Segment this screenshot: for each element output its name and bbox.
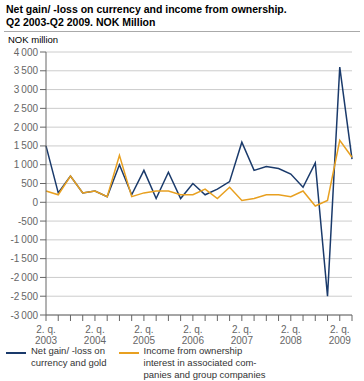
svg-text:-500: -500 — [18, 216, 38, 227]
svg-text:3 000: 3 000 — [14, 84, 39, 95]
svg-text:2 000: 2 000 — [14, 122, 39, 133]
svg-text:1 500: 1 500 — [14, 140, 39, 151]
svg-text:2 500: 2 500 — [14, 103, 39, 114]
svg-text:-1 000: -1 000 — [10, 234, 38, 245]
svg-text:2. q.2006: 2. q.2006 — [182, 324, 205, 346]
html-text:Net gain/ -loss on currency an: Net gain/ -loss on currency and gold — [31, 345, 107, 368]
svg-text:1 000: 1 000 — [14, 159, 39, 170]
svg-text:2. q.2008: 2. q.2008 — [280, 324, 303, 346]
svg-text:2. q.2003: 2. q.2003 — [35, 324, 58, 346]
svg-text:2. q.2005: 2. q.2005 — [133, 324, 156, 346]
svg-text:-3 000: -3 000 — [10, 310, 38, 321]
html-text:Q2 2003-Q2 2009. NOK Million: Q2 2003-Q2 2009. NOK Million — [6, 16, 156, 28]
svg-text:2. q.2004: 2. q.2004 — [84, 324, 107, 346]
svg-text:4 000: 4 000 — [14, 47, 39, 58]
svg-text:3 500: 3 500 — [14, 65, 39, 76]
html-text:NOK million: NOK million — [8, 34, 59, 45]
svg-text:2. q.2007: 2. q.2007 — [231, 324, 254, 346]
svg-text:-2 000: -2 000 — [10, 272, 38, 283]
svg-text:-2 500: -2 500 — [10, 291, 38, 302]
html-text:Income from ownership interest: Income from ownership interest in associ… — [143, 345, 266, 380]
html-text:Net gain/ -loss on currency an: Net gain/ -loss on currency and income f… — [6, 3, 287, 15]
svg-text:-1 500: -1 500 — [10, 253, 38, 264]
svg-text:500: 500 — [21, 178, 38, 189]
svg-text:2. q.2009: 2. q.2009 — [329, 324, 352, 346]
svg-text:0: 0 — [32, 197, 38, 208]
